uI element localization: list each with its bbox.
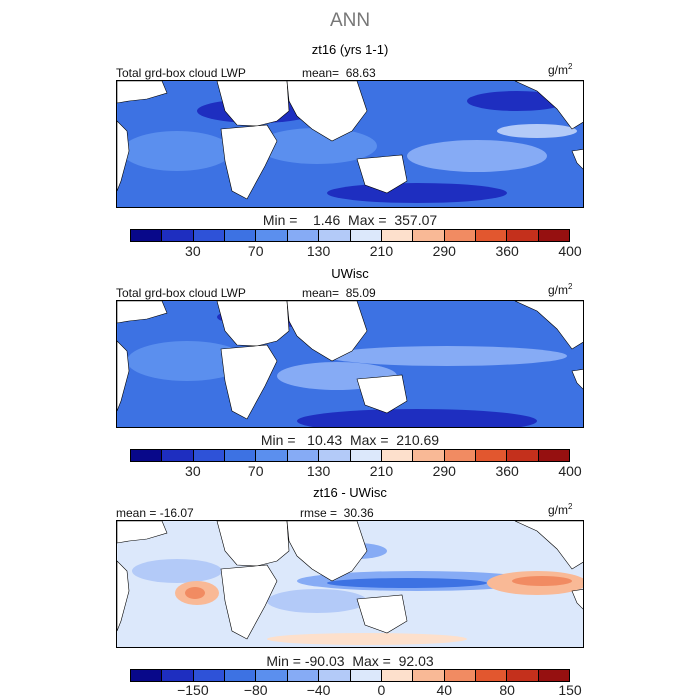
colorbar-swatch [475,450,508,461]
colorbar-tick-label: 290 [432,243,456,259]
panel-2-mean-label: mean= 85.09 [302,286,376,300]
panel-3-min-max: Min = -90.03 Max = 92.03 [266,653,434,669]
colorbar-tick-label: 360 [495,243,519,259]
panel-1-colorbar-ticks: 30 70 130 210 290 360 400 [130,243,582,259]
colorbar-swatch [162,230,194,241]
colorbar-swatch [162,670,194,681]
colorbar-swatch [475,230,508,241]
colorbar-tick-label: 290 [432,463,456,479]
colorbar-swatch [225,230,257,241]
colorbar-swatch [381,450,414,461]
colorbar-tick-label: 130 [306,463,331,479]
colorbar-swatch [381,230,414,241]
colorbar-swatch [131,450,163,461]
panel-3-map-svg [117,521,583,647]
colorbar-swatch [413,450,445,461]
colorbar-swatch [538,230,570,241]
colorbar-tick-label: 210 [369,243,394,259]
colorbar-tick-label: 0 [377,682,386,698]
panel-2-min-max: Min = 10.43 Max = 210.69 [260,432,440,448]
colorbar-swatch [507,230,539,241]
panel-2-subtitle: UWisc [331,266,369,281]
colorbar-swatch [413,230,445,241]
panel-3-map [116,520,584,648]
panel-3-subtitle: zt16 - UWisc [313,485,387,500]
colorbar-swatch [193,670,226,681]
panel-3-colorbar [130,669,570,682]
colorbar-swatch [319,230,351,241]
colorbar-swatch [256,670,288,681]
colorbar-swatch [475,670,508,681]
colorbar-swatch [131,230,163,241]
colorbar-swatch [319,670,351,681]
colorbar-swatch [507,450,539,461]
panel-1-map-svg [117,81,583,207]
colorbar-swatch [538,450,570,461]
colorbar-swatch [444,230,476,241]
panel-2-colorbar-ticks: 30 70 130 210 290 360 400 [130,463,582,479]
colorbar-tick-label: 40 [436,682,453,698]
colorbar-tick-label: 70 [247,243,264,259]
colorbar-swatch [193,450,226,461]
colorbar-tick-label: 30 [185,463,201,479]
colorbar-swatch [350,670,382,681]
colorbar-swatch [413,670,445,681]
colorbar-swatch [287,450,320,461]
panel-3-colorbar-ticks: −150 −80 −40 0 40 80 150 [130,682,582,698]
colorbar-swatch [225,670,257,681]
panel-2-colorbar [130,449,570,462]
colorbar-tick-label: 360 [495,463,519,479]
colorbar-swatch [319,450,351,461]
colorbar-swatch [287,670,320,681]
colorbar-swatch [444,450,476,461]
panel-1-min-max: Min = 1.46 Max = 357.07 [262,212,438,228]
colorbar-tick-label: 70 [247,463,264,479]
figure-title: ANN [329,10,371,31]
colorbar-swatch [538,670,570,681]
panel-2-map-svg [117,301,583,427]
colorbar-tick-label: 400 [558,463,582,479]
colorbar-swatch [444,670,476,681]
panel-3-mean-label: mean = -16.07 [116,506,194,520]
panel-2-units: g/m2 [548,282,573,297]
colorbar-swatch [507,670,539,681]
colorbar-swatch [381,670,414,681]
colorbar-swatch [287,230,320,241]
panel-1-variable-label: Total grd-box cloud LWP [116,66,246,80]
panel-2-map [116,300,584,428]
panel-1-map [116,80,584,208]
colorbar-tick-label: −40 [306,682,331,698]
panel-3-units: g/m2 [548,502,573,517]
panel-1-subtitle: zt16 (yrs 1-1) [311,42,389,57]
colorbar-tick-label: 130 [306,243,331,259]
colorbar-tick-label: 80 [499,682,515,698]
colorbar-tick-label: −150 [177,682,209,698]
panel-1-mean-label: mean= 68.63 [302,66,376,80]
colorbar-swatch [162,450,194,461]
colorbar-tick-label: 150 [558,682,582,698]
colorbar-tick-label: 210 [369,463,394,479]
colorbar-swatch [256,450,288,461]
panel-3-rmse-label: rmse = 30.36 [300,506,374,520]
colorbar-swatch [193,230,226,241]
colorbar-tick-label: 400 [558,243,582,259]
colorbar-swatch [350,230,382,241]
panel-2-variable-label: Total grd-box cloud LWP [116,286,246,300]
colorbar-swatch [256,230,288,241]
colorbar-tick-label: −80 [243,682,268,698]
colorbar-swatch [131,670,163,681]
colorbar-tick-label: 30 [185,243,201,259]
colorbar-swatch [350,450,382,461]
panel-1-units: g/m2 [548,62,573,77]
colorbar-swatch [225,450,257,461]
panel-1-colorbar [130,229,570,242]
